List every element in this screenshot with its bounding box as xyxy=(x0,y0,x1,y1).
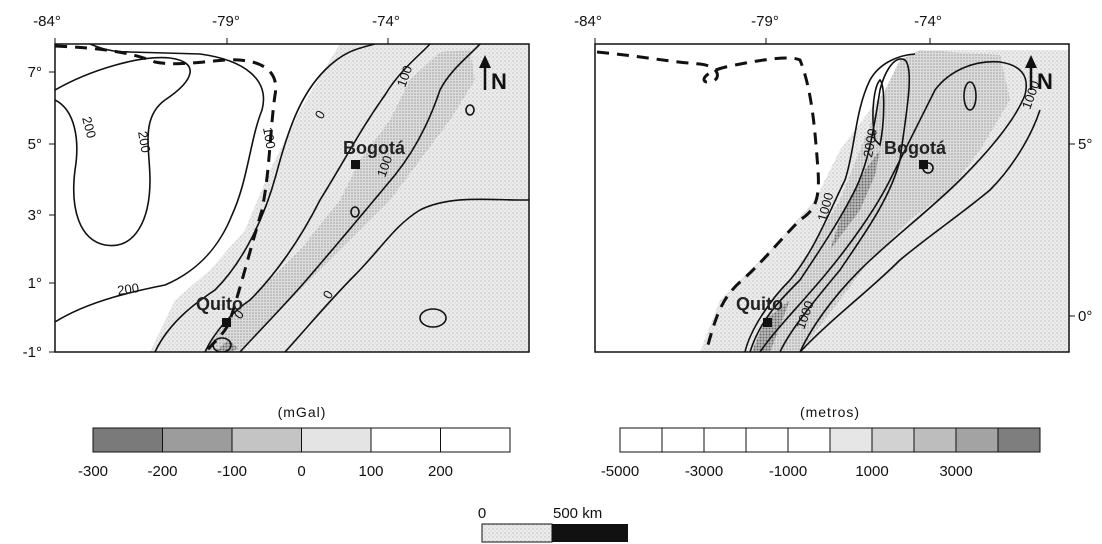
north-label: N xyxy=(1037,69,1053,94)
lat-tick-label: 7° xyxy=(28,64,42,81)
legend-tick-label: -100 xyxy=(217,463,247,480)
lat-tick-label: 5° xyxy=(1078,136,1092,153)
lat-tick-label: -1° xyxy=(23,344,42,361)
elevation-map: 2000 1000 1000 1000 Bogotá Quito N xyxy=(595,44,1069,352)
legend-swatch xyxy=(370,427,441,453)
legend-swatch xyxy=(913,427,957,453)
contour-label: 200 xyxy=(135,130,154,154)
gravity-legend-units: (mGal) xyxy=(278,404,327,420)
contour-label: 100 xyxy=(394,64,416,90)
north-arrow-icon xyxy=(1025,55,1037,90)
legend-tick-label: -1000 xyxy=(769,463,807,480)
contour-label: 100 xyxy=(374,154,396,180)
legend-swatch xyxy=(619,427,663,453)
quito-marker xyxy=(763,318,772,327)
legend-swatch xyxy=(440,427,511,453)
city-label-quito: Quito xyxy=(736,294,783,314)
gravity-map-frame xyxy=(54,43,530,353)
legend-tick-label: -3000 xyxy=(685,463,723,480)
bogota-marker xyxy=(351,160,360,169)
legend-tick-label: -200 xyxy=(147,463,177,480)
lon-tick-label: -84° xyxy=(33,13,61,30)
legend-swatch xyxy=(871,427,915,453)
elevation-map-frame xyxy=(594,43,1070,353)
legend-swatch xyxy=(955,427,999,453)
legend-tick-label: 3000 xyxy=(939,463,972,480)
elevation-legend-swatches xyxy=(619,427,1041,453)
lat-tick-label: 3° xyxy=(28,207,42,224)
bogota-marker xyxy=(919,160,928,169)
lat-tick-label: 5° xyxy=(28,136,42,153)
lat-tick-label: 0° xyxy=(1078,308,1092,325)
legend-swatch xyxy=(231,427,302,453)
contour-label: 1000 xyxy=(814,191,836,223)
legend-swatch xyxy=(301,427,372,453)
legend-swatch xyxy=(92,427,163,453)
lon-tick-label: -74° xyxy=(914,13,942,30)
scale-zero-label: 0 xyxy=(478,505,486,522)
legend-swatch xyxy=(829,427,873,453)
legend-swatch xyxy=(745,427,789,453)
legend-tick-label: -5000 xyxy=(601,463,639,480)
contour-label: 200 xyxy=(116,280,140,298)
gravity-legend-swatches xyxy=(92,427,511,453)
lat-tick-label: 1° xyxy=(28,275,42,292)
legend-tick-label: 0 xyxy=(297,463,305,480)
city-label-bogota: Bogotá xyxy=(343,138,406,158)
legend-swatch xyxy=(661,427,705,453)
north-label: N xyxy=(491,69,507,94)
legend-tick-label: 1000 xyxy=(855,463,888,480)
legend-swatch xyxy=(703,427,747,453)
city-label-bogota: Bogotá xyxy=(884,138,947,158)
quito-marker xyxy=(222,318,231,327)
legend-tick-label: 100 xyxy=(358,463,383,480)
scale-bar-dark xyxy=(552,524,628,542)
legend-tick-label: -300 xyxy=(78,463,108,480)
legend-tick-label: 200 xyxy=(428,463,453,480)
contour-label: 200 xyxy=(79,115,99,140)
legend-swatch xyxy=(787,427,831,453)
lon-tick-label: -79° xyxy=(212,13,240,30)
contour-label: 100 xyxy=(260,126,279,150)
scale-bar-light xyxy=(481,523,553,543)
lon-tick-label: -74° xyxy=(372,13,400,30)
lon-tick-label: -79° xyxy=(751,13,779,30)
contour-label: 2000 xyxy=(860,127,880,158)
legend-swatch xyxy=(162,427,233,453)
city-label-quito: Quito xyxy=(196,294,243,314)
scale-end-label: 500 km xyxy=(553,505,602,522)
gravity-map: 200 200 200 100 100 100 0 0 0 Bogotá Qui… xyxy=(55,44,529,352)
elevation-legend-units: (metros) xyxy=(800,404,860,420)
legend-swatch xyxy=(997,427,1041,453)
north-arrow-icon xyxy=(479,55,491,90)
lon-tick-label: -84° xyxy=(574,13,602,30)
